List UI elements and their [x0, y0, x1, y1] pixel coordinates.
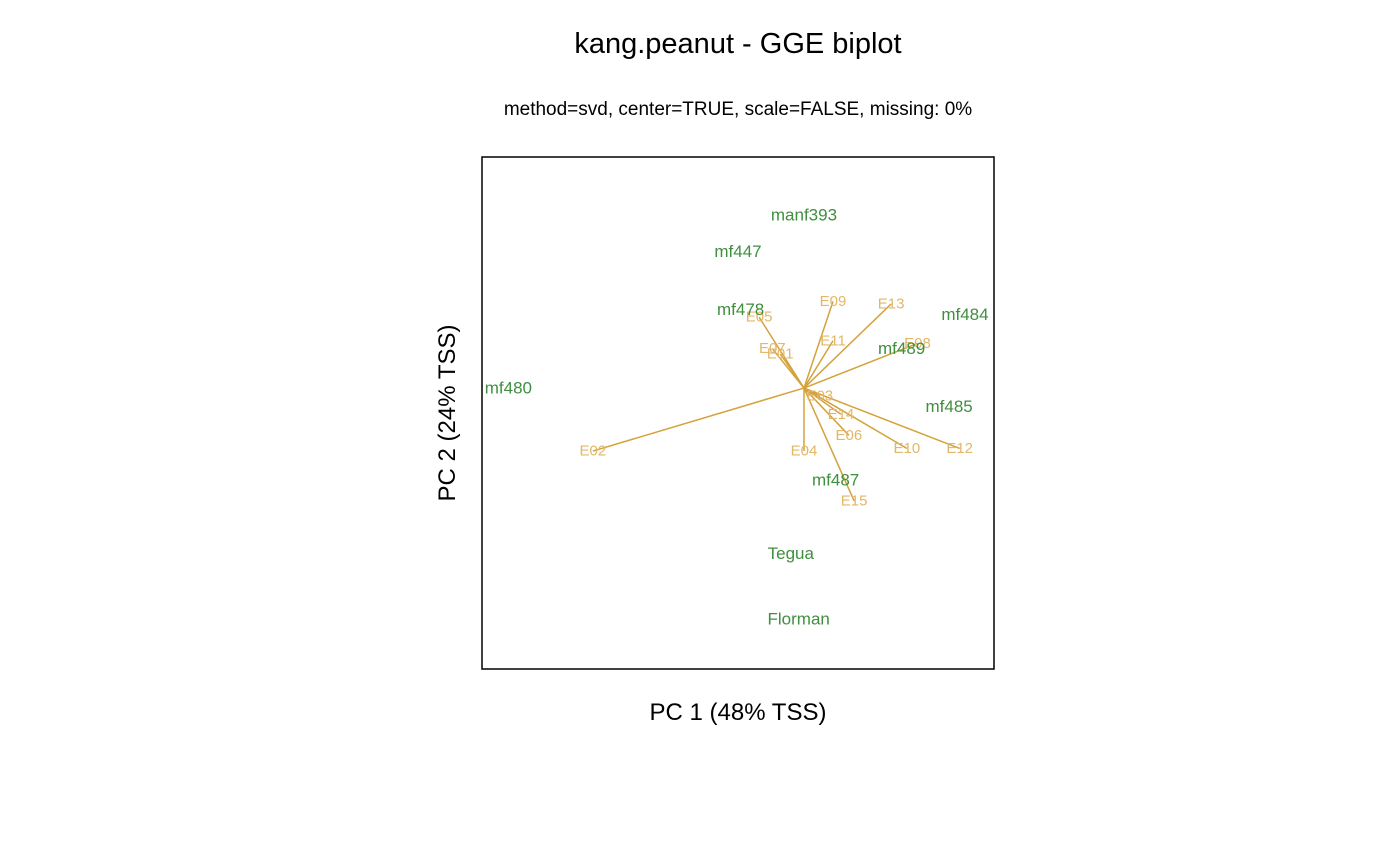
chart-title: kang.peanut - GGE biplot: [574, 28, 901, 60]
plot-frame: [481, 156, 995, 670]
environment-label-e14: E14: [828, 406, 855, 423]
environment-label-e05: E05: [746, 309, 773, 326]
environment-label-e06: E06: [835, 427, 862, 444]
environment-label-e07: E07: [759, 340, 786, 357]
genotype-label-mf485: mf485: [926, 397, 973, 416]
environment-vector-e05: [758, 316, 805, 389]
genotype-labels: manf393 mf447 mf478 mf484 mf489 mf480 mf485 mf4…: [485, 205, 989, 628]
environment-label-e08: E08: [904, 335, 931, 352]
environment-label-e01: E01: [767, 345, 794, 362]
environment-vector-e02: [592, 387, 805, 452]
environment-label-e15: E15: [841, 492, 868, 509]
genotype-label-mf480: mf480: [485, 379, 532, 398]
environment-vector-e15: [803, 387, 855, 502]
genotype-label-mf447: mf447: [714, 242, 761, 261]
environment-label-e12: E12: [946, 440, 973, 457]
chart-subtitle: method=svd, center=TRUE, scale=FALSE, mi…: [504, 99, 972, 120]
environment-label-e13: E13: [878, 296, 905, 313]
environment-vector-e11: [803, 340, 834, 389]
genotype-label-tegua: Tegua: [768, 544, 815, 563]
genotype-label-mf487: mf487: [812, 470, 859, 489]
environment-vectors: [592, 301, 960, 502]
environment-label-e02: E02: [579, 443, 606, 460]
environment-vector-e07: [771, 348, 805, 389]
environment-label-e09: E09: [820, 293, 847, 310]
genotype-label-mf478: mf478: [717, 300, 764, 319]
environment-vector-e13: [803, 303, 892, 389]
environment-vector-e10: [803, 387, 908, 450]
environment-label-e11: E11: [820, 332, 846, 349]
genotype-label-mf489: mf489: [878, 339, 925, 358]
environment-vector-e09: [803, 301, 834, 389]
environment-labels: E01 E02 E03 E04 E05 E06 E07 E08 E09 E10 E11 E12 E13 E…: [579, 293, 973, 510]
genotype-label-mf484: mf484: [941, 305, 988, 324]
environment-label-e03: E03: [806, 387, 833, 404]
environment-vector-e08: [803, 342, 918, 389]
environment-label-e10: E10: [894, 440, 921, 457]
environment-vector-e14: [803, 387, 842, 415]
environment-label-e04: E04: [791, 443, 818, 460]
y-axis-label: PC 2 (24% TSS): [434, 325, 461, 502]
environment-vector-e06: [803, 387, 850, 436]
genotype-label-manf393: manf393: [771, 205, 837, 224]
x-axis-label: PC 1 (48% TSS): [650, 699, 827, 726]
genotype-label-florman: Florman: [768, 610, 830, 629]
environment-vector-e12: [803, 387, 960, 450]
